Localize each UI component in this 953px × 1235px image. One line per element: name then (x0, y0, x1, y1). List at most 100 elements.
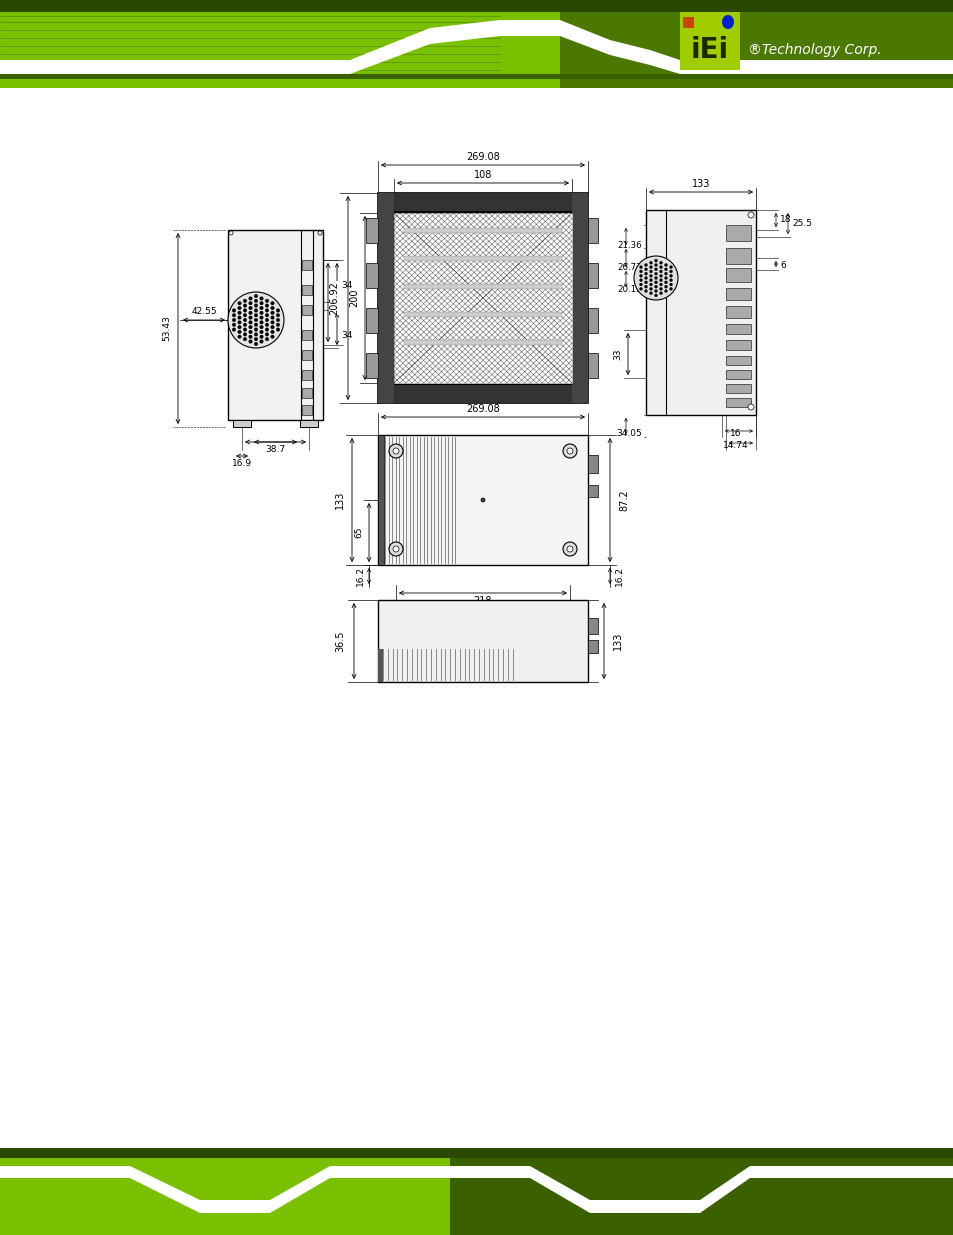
Circle shape (265, 327, 269, 331)
Circle shape (249, 296, 252, 300)
Circle shape (659, 291, 661, 295)
Circle shape (265, 319, 269, 322)
Bar (299, 420, 317, 427)
Bar (302, 405, 312, 415)
Circle shape (649, 288, 652, 290)
Circle shape (393, 546, 398, 552)
Bar (377, 193, 394, 403)
Bar (302, 305, 312, 315)
Circle shape (664, 277, 667, 279)
Circle shape (265, 304, 269, 308)
Circle shape (237, 311, 241, 315)
Bar (0, 0, 953, 88)
Circle shape (232, 319, 235, 322)
Circle shape (659, 288, 661, 290)
Bar (559, 0, 953, 88)
Bar (377, 193, 587, 403)
Circle shape (393, 448, 398, 454)
Bar (394, 385, 572, 403)
Polygon shape (0, 20, 953, 74)
Text: 53.43: 53.43 (162, 316, 172, 341)
Circle shape (271, 325, 274, 329)
Text: 42.55: 42.55 (191, 308, 216, 316)
Circle shape (253, 332, 257, 336)
Text: ®Technology Corp.: ®Technology Corp. (747, 43, 881, 57)
Circle shape (232, 324, 235, 326)
Circle shape (639, 270, 641, 273)
Text: 133: 133 (335, 490, 345, 509)
Bar (725, 225, 750, 241)
Circle shape (669, 274, 672, 278)
Circle shape (669, 288, 672, 290)
Circle shape (259, 306, 263, 310)
Bar (377, 600, 587, 682)
Circle shape (664, 263, 667, 267)
Circle shape (659, 283, 661, 287)
Circle shape (659, 274, 661, 278)
Circle shape (237, 330, 241, 333)
Circle shape (649, 262, 652, 264)
Circle shape (249, 301, 252, 305)
Circle shape (659, 262, 661, 264)
Circle shape (271, 321, 274, 324)
Circle shape (654, 272, 657, 275)
Circle shape (253, 314, 257, 317)
Circle shape (243, 314, 247, 317)
Bar (228, 230, 323, 420)
Circle shape (249, 325, 252, 329)
Circle shape (249, 306, 252, 310)
Circle shape (389, 542, 402, 556)
Bar (725, 384, 750, 393)
Circle shape (639, 288, 641, 290)
Circle shape (669, 266, 672, 268)
Bar (302, 370, 312, 380)
Bar (403, 256, 561, 261)
Bar (366, 353, 377, 378)
Circle shape (229, 231, 233, 235)
Circle shape (659, 279, 661, 282)
Bar (682, 17, 693, 28)
Bar (587, 485, 598, 496)
Bar (572, 193, 587, 403)
Circle shape (669, 283, 672, 287)
Bar (0, 1149, 953, 1158)
Circle shape (243, 324, 247, 326)
Circle shape (659, 266, 661, 268)
Circle shape (265, 332, 269, 336)
Circle shape (639, 266, 641, 268)
Bar (450, 1149, 953, 1235)
Circle shape (644, 285, 647, 288)
Circle shape (259, 301, 263, 305)
Circle shape (259, 296, 263, 300)
Text: 14.74: 14.74 (722, 441, 748, 450)
Bar (394, 212, 572, 383)
Text: 108: 108 (474, 170, 492, 180)
Text: 33: 33 (613, 348, 622, 359)
Bar (0, 0, 559, 88)
Circle shape (259, 311, 263, 315)
Circle shape (664, 268, 667, 270)
Circle shape (276, 309, 279, 312)
Bar (587, 219, 598, 243)
Circle shape (649, 274, 652, 278)
Circle shape (649, 266, 652, 268)
Circle shape (271, 301, 274, 305)
Text: 16: 16 (729, 429, 741, 437)
Circle shape (664, 280, 667, 284)
Circle shape (265, 324, 269, 326)
Bar (725, 248, 750, 264)
Bar (725, 306, 750, 317)
Bar (302, 388, 312, 398)
Circle shape (654, 259, 657, 262)
Circle shape (644, 280, 647, 284)
Circle shape (265, 299, 269, 303)
Bar (0, 1149, 450, 1235)
Circle shape (243, 299, 247, 303)
Text: 36.5: 36.5 (335, 630, 345, 652)
Circle shape (259, 321, 263, 324)
Circle shape (639, 274, 641, 278)
Text: 25.5: 25.5 (791, 220, 811, 228)
Bar (725, 398, 750, 408)
Bar (302, 261, 312, 270)
Bar (679, 12, 740, 70)
